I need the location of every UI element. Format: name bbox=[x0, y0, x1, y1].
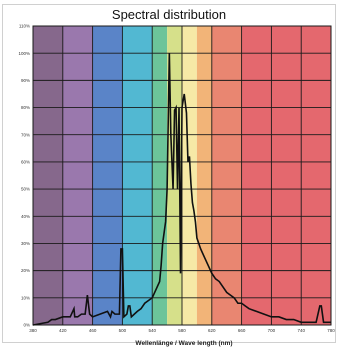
y-tick-label: 70% bbox=[21, 132, 30, 137]
x-tick-label: 420 bbox=[59, 328, 67, 333]
y-tick-label: 60% bbox=[21, 160, 30, 165]
y-tick-label: 30% bbox=[21, 241, 30, 246]
spectrum-band-2 bbox=[92, 26, 123, 325]
plot-border bbox=[32, 25, 332, 326]
x-tick-label: 460 bbox=[89, 328, 97, 333]
spectrum-band-7 bbox=[196, 26, 212, 325]
y-tick-label: 10% bbox=[21, 295, 30, 300]
x-tick-label: 620 bbox=[208, 328, 216, 333]
y-tick-label: 20% bbox=[21, 268, 30, 273]
spectrum-band-9 bbox=[241, 26, 331, 325]
x-tick-label: 540 bbox=[148, 328, 156, 333]
spectrum-band-6 bbox=[182, 26, 197, 325]
spectral-curve-line bbox=[32, 53, 331, 326]
spectrum-band-8 bbox=[211, 26, 242, 325]
x-tick-label: 500 bbox=[119, 328, 127, 333]
y-tick-label: 0% bbox=[23, 323, 30, 328]
x-tick-label: 740 bbox=[297, 328, 305, 333]
y-tick-label: 110% bbox=[19, 24, 30, 29]
x-axis-label: Wellenlänge / Wave length (nm) bbox=[135, 340, 232, 347]
spectrum-band-1 bbox=[62, 26, 93, 325]
y-tick-label: 50% bbox=[21, 187, 30, 192]
y-tick-label: 40% bbox=[21, 214, 30, 219]
x-tick-label: 380 bbox=[29, 328, 37, 333]
spectrum-band-0 bbox=[33, 26, 63, 325]
x-tick-label: 580 bbox=[178, 328, 186, 333]
spectrum-band-4 bbox=[152, 26, 168, 325]
y-tick-label: 90% bbox=[21, 78, 30, 83]
chart-title: Spectral distribution bbox=[111, 7, 227, 22]
y-tick-label: 100% bbox=[18, 51, 30, 56]
spectrum-band-3 bbox=[122, 26, 153, 325]
x-tick-label: 780 bbox=[327, 328, 335, 333]
y-tick-label: 80% bbox=[21, 105, 30, 110]
x-tick-label: 660 bbox=[238, 328, 246, 333]
x-tick-label: 700 bbox=[268, 328, 276, 333]
